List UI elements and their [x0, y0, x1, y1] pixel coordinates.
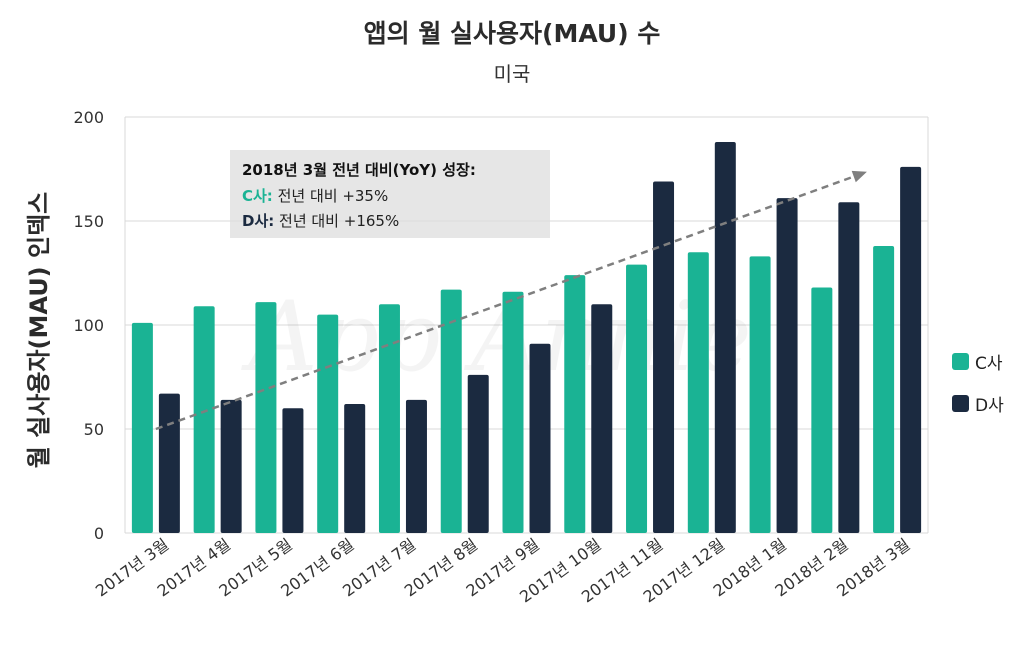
bar-c [687, 252, 709, 533]
bar-d [220, 399, 242, 533]
bar-d [900, 166, 922, 534]
annotation-d-line: D사: 전년 대비 +165% [242, 210, 399, 231]
chart-title: 앱의 월 실사용자(MAU) 수 [363, 19, 661, 48]
bar-d [158, 393, 180, 533]
legend-item-d: D사 [952, 392, 1004, 416]
y-axis-label: 월 실사용자(MAU) 인덱스 [25, 192, 53, 469]
trend-arrowhead [851, 170, 867, 183]
bar-c [317, 314, 339, 533]
trend-arrow [155, 171, 864, 431]
legend-swatch-d [952, 394, 969, 412]
bar-c [502, 291, 524, 533]
watermark: App Annie [240, 281, 751, 393]
y-tick-label: 150 [73, 212, 104, 231]
bar-d [591, 304, 613, 533]
annotation-c-company: C사: [242, 187, 273, 205]
yoy-annotation-box: 2018년 3월 전년 대비(YoY) 성장: C사: 전년 대비 +35% D… [230, 150, 550, 238]
legend-label-d: D사 [975, 395, 1004, 416]
bar-d [653, 181, 675, 534]
bar-d [467, 374, 489, 533]
y-tick-label: 200 [73, 108, 104, 127]
bar-d [838, 202, 860, 533]
bar-c [564, 275, 586, 533]
y-tick-label: 100 [73, 316, 104, 335]
bar-c [440, 289, 462, 533]
bar-c [811, 287, 833, 533]
bars [131, 141, 922, 534]
y-tick-labels: 0 50 100 150 200 [73, 108, 104, 543]
y-tick-label: 50 [84, 420, 104, 439]
bar-c [193, 306, 215, 533]
bar-d [282, 408, 304, 533]
bar-c [626, 264, 648, 533]
bar-c [255, 302, 277, 533]
bar-c [749, 256, 771, 533]
annotation-heading: 2018년 3월 전년 대비(YoY) 성장: [242, 161, 476, 179]
y-tick-label: 0 [94, 524, 104, 543]
bar-d [344, 404, 366, 533]
annotation-c-text: 전년 대비 +35% [272, 187, 389, 205]
annotation-c-line: C사: 전년 대비 +35% [242, 185, 388, 206]
chart-legend: C사 D사 [952, 350, 1004, 434]
annotation-d-company: D사: [242, 212, 275, 230]
legend-swatch-c [952, 352, 969, 370]
bar-c [873, 245, 895, 533]
legend-label-c: C사 [975, 353, 1003, 374]
bar-c [131, 322, 153, 533]
chart-subtitle: 미국 [493, 62, 531, 86]
bar-d [714, 141, 736, 533]
annotation-d-text: 전년 대비 +165% [274, 212, 400, 230]
bar-d [776, 198, 798, 533]
bar-d [405, 399, 427, 533]
legend-item-c: C사 [952, 350, 1004, 374]
bar-c [378, 304, 400, 533]
bar-d [529, 343, 551, 533]
